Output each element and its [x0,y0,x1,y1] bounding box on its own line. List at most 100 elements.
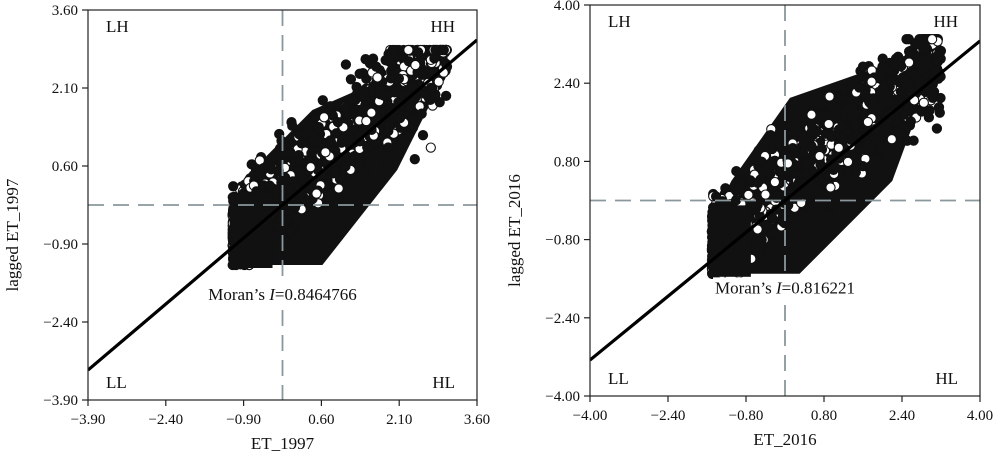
scatter-point [340,161,351,172]
scatter-point [416,108,427,119]
scatter-point [730,195,742,206]
point-cluster-low [708,205,751,277]
scatter-point [753,145,764,156]
annotation-background [713,277,857,299]
scatter-point [833,142,844,153]
scatter-point [349,151,360,162]
scatter-point [927,92,938,103]
scatter-point [427,83,438,94]
scatter-point [806,109,817,120]
scatter-point [922,59,933,70]
scatter-point [358,92,369,103]
scatter-point [879,82,890,93]
scatter-point [771,189,782,201]
scatter-point [264,180,275,191]
scatter-point [921,86,932,97]
y-tick-label: 4.00 [554,0,580,14]
quadrant-label-ll: LL [608,369,629,388]
scatter-point [228,181,239,192]
scatter-point [917,34,929,45]
x-tick-label: 2.40 [889,408,915,424]
scatter-point [923,112,935,123]
scatter-point [912,74,924,85]
y-axis-title: lagged ET_2016 [505,174,524,287]
scatter-point [877,101,889,112]
scatter-point [765,168,776,179]
scatter-point [325,101,336,112]
scatter-point [814,186,825,197]
scatter-point [931,123,943,134]
scatter-point [767,143,778,155]
scatter-point [838,85,850,96]
regression-line [88,38,477,372]
y-tick-label: 2.40 [554,76,580,92]
scatter-points [706,34,947,279]
x-tick-label: 2.10 [386,412,412,428]
scatter-point [806,140,817,152]
x-tick-label: −2.40 [148,412,183,428]
scatter-point [860,89,871,100]
scatter-point [403,130,414,141]
scatter-point [366,87,378,98]
y-tick-label: −0.80 [545,233,580,249]
scatter-point [884,96,896,107]
scatter-point [409,154,420,165]
scatter-point [756,237,767,248]
scatter-point [317,95,328,106]
x-tick-label: 0.60 [308,412,334,428]
scatter-point [419,88,431,100]
scatter-point [895,86,907,97]
x-tick-label: −0.90 [226,412,261,428]
scatter-point [284,183,296,195]
scatter-point [286,225,297,236]
scatter-point [311,188,322,199]
x-tick-label: −4.00 [573,408,608,424]
scatter-point [383,125,394,137]
scatter-point [883,125,895,136]
scatter-point [330,198,342,209]
scatter-point [902,135,913,146]
scatter-point [825,208,836,219]
scatter-point [354,68,365,79]
scatter-point [333,183,344,194]
scatter-point [926,34,938,45]
scatter-point [383,142,394,153]
scatter-point [798,148,809,159]
scatter-point [743,189,754,201]
scatter-point [307,146,318,157]
scatter-point [429,53,440,64]
scatter-point [857,61,869,72]
scatter-point [381,160,392,172]
scatter-point [866,143,877,154]
x-tick-label: −0.80 [729,408,764,424]
scatter-point [312,121,323,133]
scatter-point [837,93,849,104]
y-tick-label: −4.00 [545,389,580,405]
scatter-point [868,93,879,104]
chart-panel-2016: −4.00 −2.40 −0.80 0.80 2.40 4.00 −4.00 −2.40 −0.… [505,0,993,449]
scatter-point [815,110,827,121]
scatter-point [918,45,929,56]
y-tick-label: −2.40 [43,315,78,331]
scatter-point [393,73,405,84]
scatter-point [340,59,352,70]
scatter-point [320,147,331,158]
scatter-point [325,136,337,148]
scatter-point [299,220,310,232]
scatter-point [430,44,441,56]
scatter-point [305,162,316,173]
scatter-point [378,90,390,101]
scatter-point [850,151,861,162]
scatter-point [434,97,445,108]
scatter-point [851,108,863,119]
scatter-point [433,76,444,87]
scatter-point [811,126,823,137]
scatter-points [227,44,453,271]
scatter-point [412,47,424,58]
scatter-point [332,116,344,128]
scatter-point [850,167,861,178]
scatter-point [903,46,915,57]
scatter-point [769,176,781,188]
scatter-point [932,56,943,68]
